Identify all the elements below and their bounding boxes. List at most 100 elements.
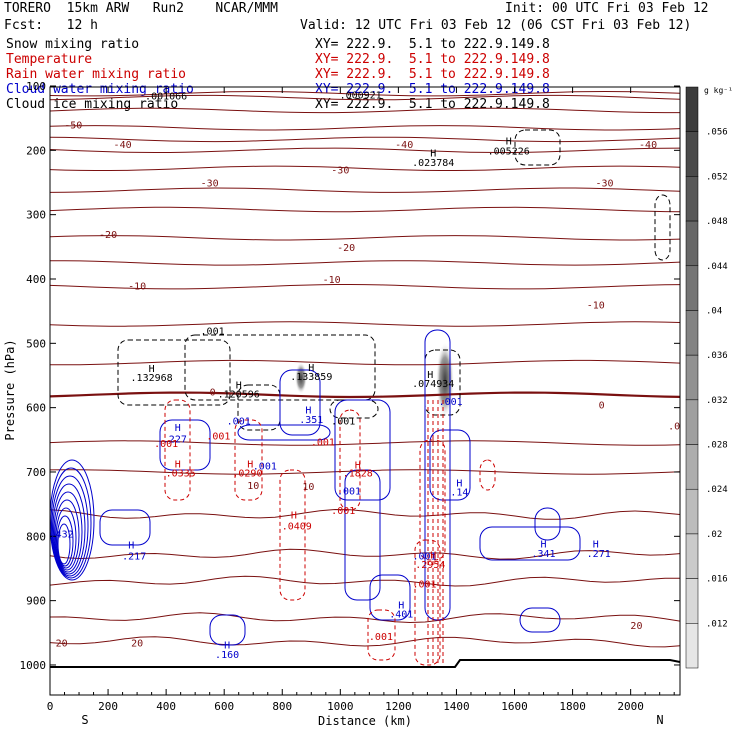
contour-label: .001 xyxy=(201,326,225,337)
cloud-water-contour xyxy=(51,475,89,577)
rain-water-contour xyxy=(339,409,361,511)
maximum-value-label: .074934 xyxy=(412,379,454,390)
maximum-marker: H xyxy=(308,363,314,374)
colorbar-segment xyxy=(685,488,699,535)
colorbar-segment xyxy=(685,131,699,177)
isotherm-line xyxy=(49,321,681,327)
isotherm-label: -40 xyxy=(114,140,132,151)
cloud-water-contour xyxy=(534,507,561,541)
colorbar-tick-label: .036 xyxy=(706,351,728,361)
colorbar-segment xyxy=(685,265,699,311)
colorbar-segment xyxy=(685,176,699,222)
colorbar-tick-label: .04 xyxy=(706,306,722,316)
cloud-water-contour xyxy=(57,523,71,565)
maximum-value-label: .271 xyxy=(587,549,611,560)
contour-label: .001 xyxy=(412,552,436,563)
isotherm-label: 20 xyxy=(56,638,68,649)
isotherm-label: -30 xyxy=(331,166,349,177)
maximum-value-label: .0409 xyxy=(282,521,312,532)
maximum-marker: H xyxy=(355,460,361,471)
colorbar-tick-label: .056 xyxy=(706,128,728,138)
isotherm-line xyxy=(49,440,681,446)
maximum-value-label: .0335 xyxy=(166,469,196,480)
cloud-water-contour xyxy=(519,607,561,633)
field-xy-temperature: XY= 222.9. 5.1 to 222.9.149.8 xyxy=(315,52,550,67)
colorbar-tick-label: .032 xyxy=(706,396,728,406)
rain-water-contour xyxy=(279,469,306,601)
maximum-value-label: .005226 xyxy=(488,146,530,157)
isotherm-line xyxy=(49,136,681,143)
colorbar-tick-label: .044 xyxy=(706,262,728,272)
cloud-water-contour xyxy=(50,467,92,579)
x-tick-label: 1600 xyxy=(501,700,528,713)
x-axis-label: Distance (km) xyxy=(318,714,412,728)
contour-label: .001 xyxy=(227,417,251,428)
maximum-marker: H xyxy=(593,539,599,550)
isotherm-line xyxy=(50,260,681,266)
colorbar-tick-label: .052 xyxy=(706,172,728,182)
maximum-marker: H xyxy=(175,423,181,434)
init-time: Init: 00 UTC Fri 03 Feb 12 xyxy=(505,1,709,16)
maximum-marker: H xyxy=(456,478,462,489)
field-name-snow: Snow mixing ratio xyxy=(6,37,140,52)
cloud-water-contour xyxy=(344,469,381,601)
forecast-hour: Fcst: 12 h xyxy=(4,18,98,33)
cloud-water-contour xyxy=(99,509,151,546)
x-tick-label: 400 xyxy=(156,700,176,713)
cloud-water-contour xyxy=(237,424,331,441)
cloud-water-contour xyxy=(209,614,246,646)
cloud-water-contour xyxy=(279,369,321,436)
maximum-value-label: .341 xyxy=(532,549,556,560)
x-tick-label: 1000 xyxy=(327,700,354,713)
rain-water-contour xyxy=(234,419,263,501)
contour-label: .001 xyxy=(154,439,178,450)
isotherm-label: -10 xyxy=(323,275,341,286)
maximum-marker: H xyxy=(291,510,297,521)
x-tick-label: 2000 xyxy=(617,700,644,713)
cloud-water-contour xyxy=(53,491,83,573)
colorbar-segment xyxy=(685,578,699,624)
cloud-water-contour xyxy=(54,499,80,571)
isotherm-line xyxy=(49,284,681,290)
x-tick-label: 1400 xyxy=(443,700,470,713)
maximum-marker: H xyxy=(430,550,436,561)
colorbar-segment xyxy=(685,86,699,132)
colorbar-segment xyxy=(685,310,699,356)
isotherm-line xyxy=(49,391,681,399)
isotherm-label: -10 xyxy=(587,301,605,312)
maximum-value-label: .227 xyxy=(163,435,187,446)
maximum-marker: H xyxy=(149,364,155,375)
x-tick-label: 200 xyxy=(98,700,118,713)
isotherm-label: 10 xyxy=(247,481,259,492)
isotherm-label: -20 xyxy=(99,230,117,241)
contour-label: .001 xyxy=(206,431,230,442)
isotherm-line xyxy=(49,612,681,624)
maximum-marker: H xyxy=(236,380,242,391)
maximum-value-label: .2954 xyxy=(415,560,445,571)
maximum-marker: H xyxy=(175,460,181,471)
colorbar-tick-label: .028 xyxy=(706,441,728,451)
cloud-ice-contour xyxy=(117,339,231,406)
isotherm-line xyxy=(49,125,681,131)
rain-water-contour xyxy=(419,439,446,561)
y-tick-label: 400 xyxy=(26,273,46,286)
north-label: N xyxy=(656,713,663,727)
colorbar-tick-label: .024 xyxy=(706,485,728,495)
maximum-marker: H xyxy=(430,148,436,159)
field-xy-snow: XY= 222.9. 5.1 to 222.9.149.8 xyxy=(315,37,550,52)
colorbar-unit: g kg⁻¹ xyxy=(704,86,733,95)
isotherm-label: .0 xyxy=(668,422,680,433)
y-tick-label: 200 xyxy=(26,144,46,157)
model-line: TORERO 15km ARW Run2 NCAR/MMM xyxy=(4,1,278,16)
isotherm-line xyxy=(49,147,681,153)
x-tick-label: 1200 xyxy=(385,700,412,713)
maximum-marker: H xyxy=(247,460,253,471)
colorbar-tick-label: .016 xyxy=(706,575,728,585)
maximum-value-label: .401 xyxy=(389,610,413,621)
maximum-marker: H xyxy=(305,406,311,417)
maximum-value-label: .023784 xyxy=(412,158,454,169)
isotherm-label: 20 xyxy=(630,621,642,632)
terrain-line xyxy=(50,659,681,668)
isotherm-line xyxy=(49,235,681,241)
cloud-water-contour xyxy=(55,507,77,569)
